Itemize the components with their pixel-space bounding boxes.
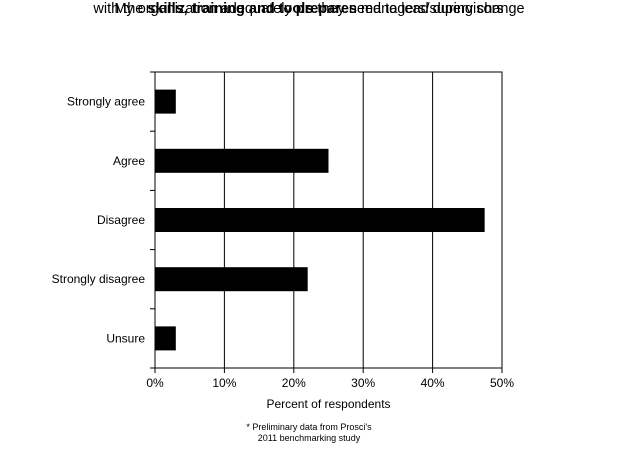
x-tick-label: 40% <box>421 376 445 390</box>
footnote-line-2: 2011 benchmarking study <box>257 433 361 443</box>
x-tick-label: 50% <box>490 376 514 390</box>
bar <box>155 148 329 173</box>
chart-title-line-1: My organization adequately prepares mana… <box>114 1 504 17</box>
footnote-line-1: * Preliminary data from Prosci's <box>246 422 372 432</box>
bar <box>155 267 308 292</box>
x-tick-label: 20% <box>282 376 306 390</box>
x-tick-label: 30% <box>351 376 375 390</box>
category-label: Agree <box>113 154 145 168</box>
category-label: Strongly agree <box>67 95 145 109</box>
category-label: Disagree <box>97 213 145 227</box>
x-tick-label: 10% <box>212 376 236 390</box>
x-axis-label: Percent of respondents <box>266 397 390 411</box>
chart-title-line-2: with the skills, training and tools they… <box>93 1 525 17</box>
category-label: Strongly disagree <box>52 272 146 286</box>
category-label: Unsure <box>106 331 145 345</box>
bar <box>155 326 176 351</box>
bar <box>155 208 485 232</box>
bar <box>155 89 176 114</box>
x-tick-label: 0% <box>146 376 164 390</box>
